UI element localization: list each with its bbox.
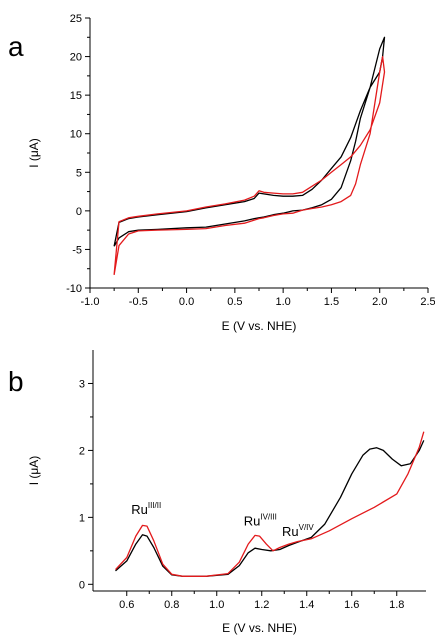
y-tick-label: 0	[76, 206, 82, 218]
y-tick-label: -5	[72, 244, 82, 256]
y-tick-label: 2	[79, 445, 85, 457]
panel-label: b	[8, 366, 24, 397]
x-tick-label: 0.6	[119, 599, 134, 611]
y-tick-label: 3	[79, 378, 85, 390]
x-tick-label: 2.0	[372, 296, 387, 308]
series-line-2	[115, 431, 425, 577]
chart-panel-a: a -1.0 -0.5 0.0 0.5 1.0 1.5 2.0 2.5 -10 -5 0 5 10 15 20…	[8, 13, 435, 333]
y-tick-label: 1	[79, 512, 85, 524]
x-tick-label: 2.5	[420, 296, 435, 308]
x-axis-title: E (V vs. NHE)	[222, 621, 297, 635]
x-tick-label: -1.0	[81, 296, 100, 308]
peak-label: RuV/IV	[282, 523, 314, 539]
x-tick-label: 1.0	[209, 599, 224, 611]
peak-label-base: Ru	[244, 513, 261, 528]
peak-label-base: Ru	[282, 524, 299, 539]
y-axis-title: I (μA)	[27, 456, 41, 486]
x-tick-label: 0.5	[227, 296, 242, 308]
peak-label-superscript: V/IV	[299, 523, 315, 532]
x-tick-label: -0.5	[129, 296, 148, 308]
x-tick-label: 1.4	[299, 599, 314, 611]
peak-label-superscript: IV/III	[260, 512, 276, 521]
x-axis-title: E (V vs. NHE)	[222, 319, 297, 333]
y-axis-title: I (μA)	[27, 138, 41, 168]
x-tick-label: 0.0	[179, 296, 194, 308]
x-tick-label: 0.8	[164, 599, 179, 611]
y-tick-label: 0	[79, 579, 85, 591]
chart-panel-b: b 0.6 0.8 1.0 1.2 1.4 1.6 1.8 0 1 2 3 E (V vs. NHE) I…	[8, 350, 426, 635]
y-tick-label: 20	[70, 52, 82, 64]
x-tick-label: 1.8	[389, 599, 404, 611]
peak-label-base: Ru	[131, 502, 148, 517]
x-tick-label: 1.0	[275, 296, 290, 308]
series-line-1	[115, 440, 425, 577]
x-tick-label: 1.6	[344, 599, 359, 611]
peak-label: RuIV/III	[244, 512, 277, 528]
x-tick-label: 1.5	[324, 296, 339, 308]
series-line-1	[113, 36, 386, 247]
y-tick-label: 10	[70, 129, 82, 141]
peak-label: RuIII/II	[131, 501, 161, 517]
panel-label: a	[8, 31, 24, 62]
y-tick-label: -10	[66, 283, 82, 295]
y-tick-label: 15	[70, 90, 82, 102]
y-tick-label: 5	[76, 167, 82, 179]
y-tick-label: 25	[70, 13, 82, 25]
peak-label-superscript: III/II	[148, 501, 161, 510]
x-tick-label: 1.2	[254, 599, 269, 611]
series-line-2	[113, 55, 386, 276]
